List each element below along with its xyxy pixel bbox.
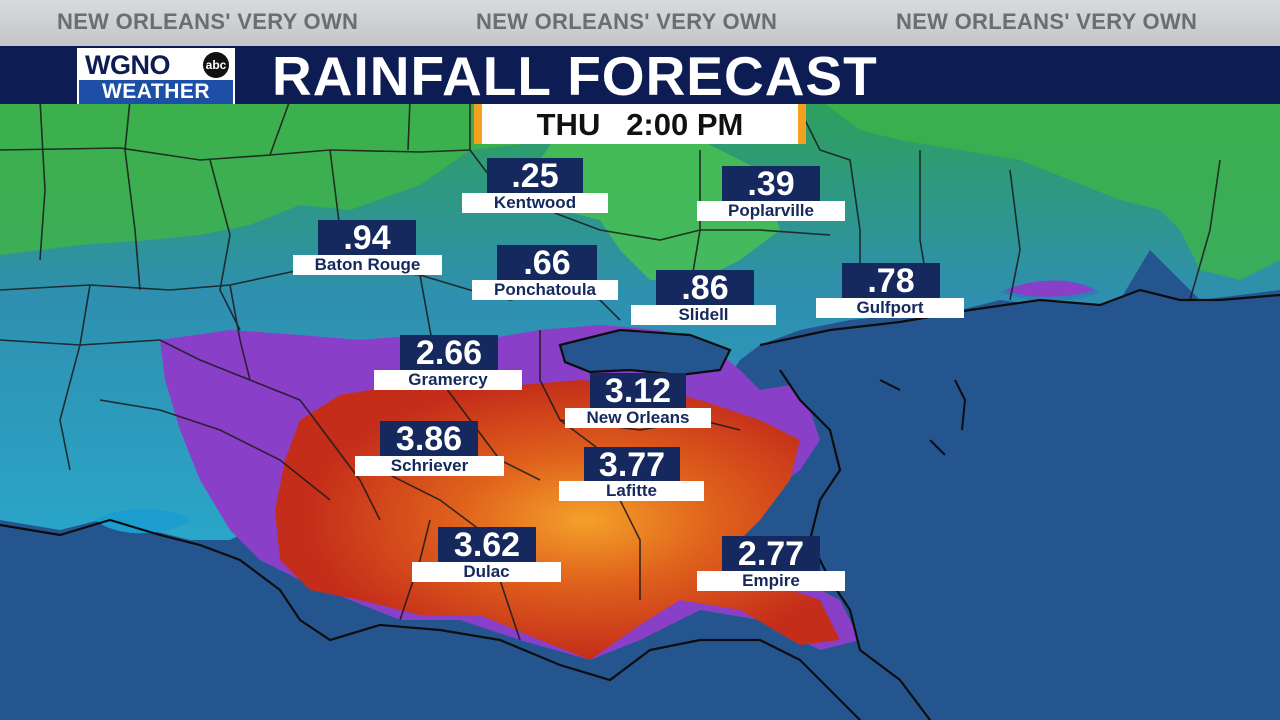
forecast-clock: 2:00 PM xyxy=(626,107,744,142)
abc-network-icon: abc xyxy=(203,52,229,78)
city-name: Baton Rouge xyxy=(293,255,442,275)
light-rain-band xyxy=(0,100,560,255)
city-name: Gulfport xyxy=(816,298,964,318)
east-gulf-coast xyxy=(760,290,1280,720)
city-name: Gramercy xyxy=(374,370,522,390)
rainfall-value: 3.86 xyxy=(380,421,478,457)
light-rain-patch xyxy=(530,120,780,280)
logo-top: WGNO abc xyxy=(79,50,233,80)
small-lake-west xyxy=(95,508,190,534)
light-rain-band-east xyxy=(820,100,1280,280)
station-callsign: WGNO xyxy=(85,50,171,80)
rainfall-value: .66 xyxy=(497,245,597,281)
rainfall-value: 3.77 xyxy=(584,447,680,483)
barrier-island-purple xyxy=(1005,280,1095,297)
logo-weather-label: WEATHER xyxy=(79,80,233,104)
city-name: New Orleans xyxy=(565,408,711,428)
forecast-time: THU 2:00 PM xyxy=(482,104,798,144)
ticker-text: NEW ORLEANS' VERY OWN xyxy=(896,9,1198,34)
rainfall-value: .39 xyxy=(722,166,820,202)
rainfall-value: 3.12 xyxy=(590,373,686,409)
rainfall-value: 2.77 xyxy=(722,536,820,572)
south-gulf-coast xyxy=(0,520,860,720)
ticker-text: NEW ORLEANS' VERY OWN xyxy=(476,9,778,34)
city-name: Poplarville xyxy=(697,201,845,221)
rainfall-value: .86 xyxy=(656,270,754,306)
city-name: Empire xyxy=(697,571,845,591)
lake-pontchartrain xyxy=(560,330,730,375)
city-name: Lafitte xyxy=(559,481,704,501)
ticker-text: NEW ORLEANS' VERY OWN xyxy=(57,9,359,34)
page-title: RAINFALL FORECAST xyxy=(272,45,878,107)
city-name: Schriever xyxy=(355,456,504,476)
city-name: Kentwood xyxy=(462,193,608,213)
parish-borders xyxy=(0,99,1221,641)
station-logo: WGNO abc WEATHER xyxy=(77,48,235,104)
rainfall-value: 2.66 xyxy=(400,335,498,371)
rainfall-value: .94 xyxy=(318,220,416,256)
top-ticker: NEW ORLEANS' VERY OWN NEW ORLEANS' VERY … xyxy=(0,0,1280,46)
city-name: Dulac xyxy=(412,562,561,582)
city-name: Ponchatoula xyxy=(472,280,618,300)
rainfall-value: 3.62 xyxy=(438,527,536,563)
rainfall-value: .78 xyxy=(842,263,940,299)
city-name: Slidell xyxy=(631,305,776,325)
forecast-time-box: THU 2:00 PM xyxy=(474,104,806,144)
forecast-day: THU xyxy=(536,107,601,142)
islands xyxy=(879,379,967,456)
rainfall-value: .25 xyxy=(487,158,583,194)
